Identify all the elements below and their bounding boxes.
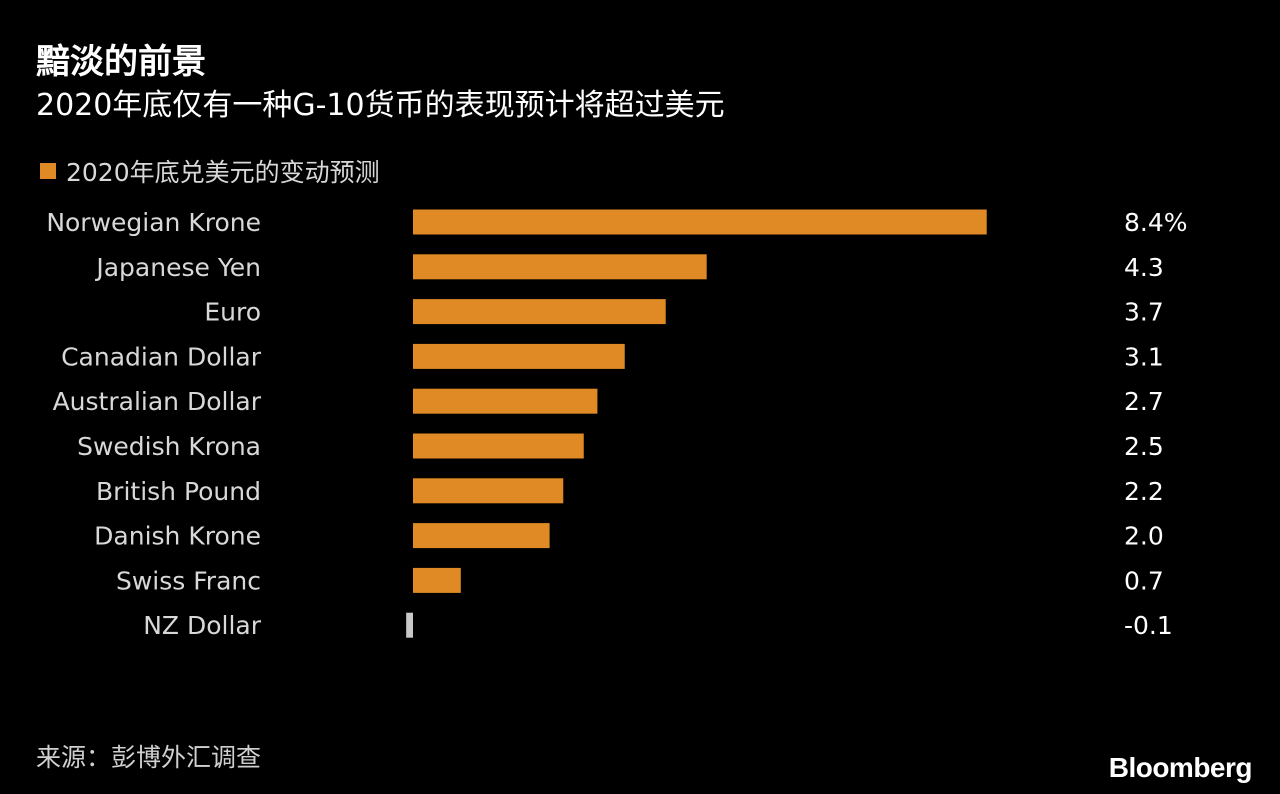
category-label: Euro (204, 298, 261, 327)
bloomberg-logo: Bloomberg (1108, 752, 1253, 783)
bar (413, 478, 564, 504)
value-label: 2.0 (1124, 522, 1164, 551)
bar (413, 209, 987, 235)
bar (413, 299, 666, 325)
source-note: 来源：彭博外汇调查 (36, 743, 262, 772)
value-label: 2.5 (1124, 432, 1164, 461)
category-label: Norwegian Krone (46, 208, 261, 237)
bar (413, 254, 707, 280)
bar (413, 388, 598, 414)
category-label: NZ Dollar (143, 611, 262, 640)
bar (406, 612, 413, 638)
bar (413, 433, 584, 459)
value-label: 2.7 (1124, 387, 1164, 416)
category-label: Swedish Krona (77, 432, 261, 461)
value-label: 2.2 (1124, 477, 1164, 506)
category-label: British Pound (96, 477, 261, 506)
category-label: Danish Krone (94, 522, 261, 551)
value-label: 3.1 (1124, 342, 1164, 371)
value-label: 4.3 (1124, 253, 1164, 282)
bar (413, 567, 461, 593)
value-label: -0.1 (1124, 611, 1173, 640)
category-label: Japanese Yen (94, 253, 261, 282)
value-label: 8.4% (1124, 208, 1188, 237)
value-label: 0.7 (1124, 566, 1164, 595)
legend-label: 2020年底兑美元的变动预测 (66, 158, 380, 187)
chart-title: 黯淡的前景 (36, 42, 206, 82)
chart-subtitle: 2020年底仅有一种G-10货币的表现预计将超过美元 (36, 88, 725, 123)
legend: 2020年底兑美元的变动预测 (40, 156, 380, 187)
legend-swatch (40, 163, 56, 179)
bar (413, 523, 550, 549)
category-label: Swiss Franc (116, 566, 261, 595)
value-label: 3.7 (1124, 298, 1164, 327)
category-label: Canadian Dollar (61, 342, 262, 371)
category-label: Australian Dollar (53, 387, 262, 416)
bar (413, 343, 625, 369)
